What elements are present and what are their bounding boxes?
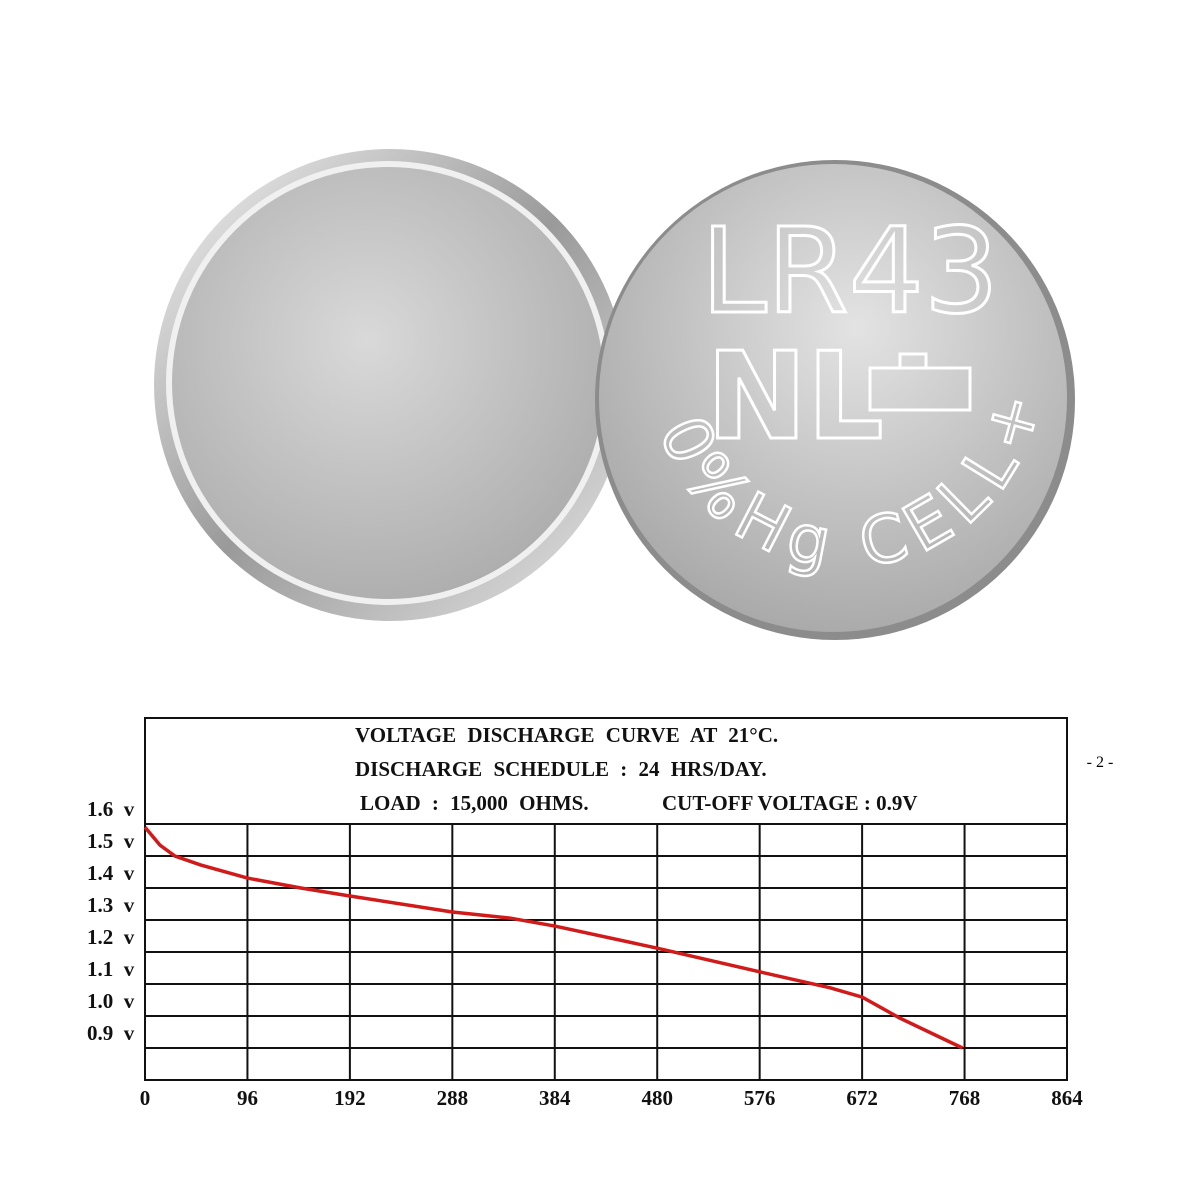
y-tick-label: 1.6 v [87, 797, 135, 821]
x-tick-label: 768 [949, 1086, 981, 1110]
y-tick-label: 1.4 v [87, 861, 135, 885]
x-tick-label: 192 [334, 1086, 366, 1110]
model-text: LR43 [701, 202, 999, 340]
x-tick-label: 576 [744, 1086, 776, 1110]
logo-text: NL [707, 328, 884, 467]
chart-note: LOAD : 15,000 OHMS. [360, 791, 589, 815]
x-tick-label: 96 [237, 1086, 258, 1110]
y-tick-label: 1.5 v [87, 829, 135, 853]
data-line [143, 826, 964, 1050]
chart-note: CUT-OFF VOLTAGE : 0.9V [662, 791, 918, 815]
y-tick-label: 1.3 v [87, 893, 135, 917]
chart-note: DISCHARGE SCHEDULE : 24 HRS/DAY. [355, 757, 767, 781]
x-tick-label: 0 [140, 1086, 151, 1110]
x-tick-label: 480 [641, 1086, 673, 1110]
x-tick-label: 384 [539, 1086, 571, 1110]
x-tick-label: 288 [437, 1086, 469, 1110]
y-tick-label: 0.9 v [87, 1021, 135, 1045]
y-tick-label: 1.2 v [87, 925, 135, 949]
y-tick-label: 1.0 v [87, 989, 135, 1013]
x-tick-label: 864 [1051, 1086, 1083, 1110]
page-number: - 2 - [1087, 754, 1114, 771]
chart-title: VOLTAGE DISCHARGE CURVE AT 21°C. [355, 723, 778, 747]
battery-back [154, 149, 626, 621]
x-tick-label: 672 [846, 1086, 878, 1110]
chart: VOLTAGE DISCHARGE CURVE AT 21°C. DISCHAR… [87, 717, 1083, 1110]
y-tick-label: 1.1 v [87, 957, 135, 981]
battery-front: LR43 NL 0%Hg CELL+ [595, 160, 1075, 640]
